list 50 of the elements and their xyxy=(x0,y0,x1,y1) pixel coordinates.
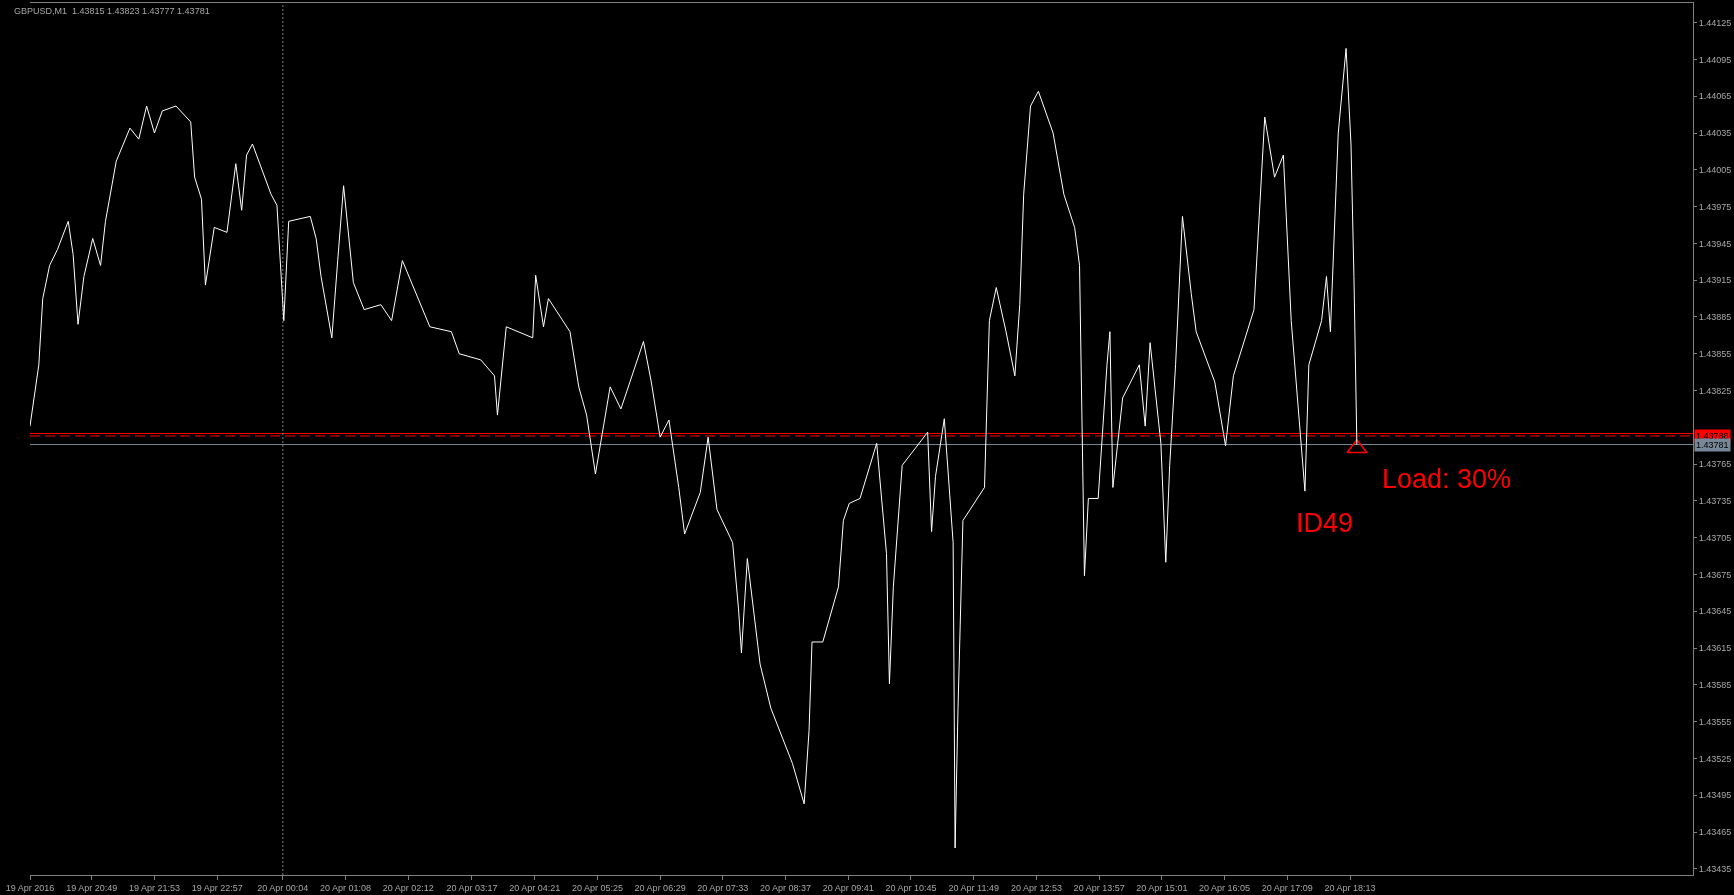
x-tick-label: 20 Apr 01:08 xyxy=(320,882,372,893)
annotation: ID49 xyxy=(1296,508,1354,538)
y-tick-label: 1.43825 xyxy=(1698,385,1732,396)
ref-line-label: 1.43781 xyxy=(1696,440,1729,450)
x-tick-label: 20 Apr 17:09 xyxy=(1261,882,1313,893)
x-tick-label: 20 Apr 08:37 xyxy=(760,882,812,893)
y-tick-label: 1.43765 xyxy=(1698,459,1732,470)
x-tick-label: 20 Apr 12:53 xyxy=(1010,882,1062,893)
y-tick-label: 1.43435 xyxy=(1698,864,1732,875)
y-tick-label: 1.43735 xyxy=(1698,496,1732,507)
x-tick-label: 20 Apr 00:04 xyxy=(257,882,309,893)
x-tick-label: 20 Apr 15:01 xyxy=(1136,882,1188,893)
y-tick-label: 1.44125 xyxy=(1698,17,1732,28)
x-tick-label: 20 Apr 16:05 xyxy=(1199,882,1251,893)
x-tick-label: 20 Apr 09:41 xyxy=(822,882,874,893)
annotation: Load: 30% xyxy=(1382,464,1512,494)
y-tick-label: 1.43525 xyxy=(1698,753,1732,764)
y-tick-label: 1.43555 xyxy=(1698,716,1732,727)
y-tick-label: 1.43495 xyxy=(1698,790,1732,801)
chart-title: GBPUSD,M1 1.43815 1.43823 1.43777 1.43781 xyxy=(14,6,210,17)
y-tick-label: 1.44035 xyxy=(1698,128,1732,139)
x-tick-label: 20 Apr 04:21 xyxy=(509,882,561,893)
y-tick-label: 1.43855 xyxy=(1698,348,1732,359)
y-tick-label: 1.43885 xyxy=(1698,312,1732,323)
x-tick-label: 19 Apr 20:49 xyxy=(66,882,118,893)
x-tick-label: 20 Apr 07:33 xyxy=(697,882,749,893)
y-tick-label: 1.43975 xyxy=(1698,201,1732,212)
x-tick-label: 20 Apr 06:29 xyxy=(634,882,686,893)
x-tick-label: 19 Apr 22:57 xyxy=(191,882,243,893)
y-tick-label: 1.43615 xyxy=(1698,643,1732,654)
y-tick-label: 1.43675 xyxy=(1698,569,1732,580)
x-tick-label: 20 Apr 10:45 xyxy=(885,882,937,893)
x-tick-label: 20 Apr 03:17 xyxy=(446,882,498,893)
x-tick-label: 19 Apr 2016 xyxy=(5,882,55,893)
y-tick-label: 1.44005 xyxy=(1698,164,1732,175)
x-tick-label: 20 Apr 11:49 xyxy=(948,882,999,893)
y-tick-label: 1.44065 xyxy=(1698,91,1732,102)
x-tick-label: 20 Apr 02:12 xyxy=(382,882,434,893)
x-tick-label: 20 Apr 18:13 xyxy=(1324,882,1376,893)
x-tick-label: 20 Apr 05:25 xyxy=(571,882,623,893)
x-tick-label: 20 Apr 13:57 xyxy=(1073,882,1125,893)
y-tick-label: 1.43705 xyxy=(1698,532,1732,543)
y-tick-label: 1.43945 xyxy=(1698,238,1732,249)
y-tick-label: 1.43645 xyxy=(1698,606,1732,617)
ref-line-label: 1.43788 xyxy=(1696,431,1729,441)
y-tick-label: 1.44095 xyxy=(1698,54,1732,65)
x-tick-label: 19 Apr 21:53 xyxy=(128,882,180,893)
y-tick-label: 1.43465 xyxy=(1698,827,1732,838)
y-tick-label: 1.43585 xyxy=(1698,680,1732,691)
y-tick-label: 1.43915 xyxy=(1698,275,1732,286)
